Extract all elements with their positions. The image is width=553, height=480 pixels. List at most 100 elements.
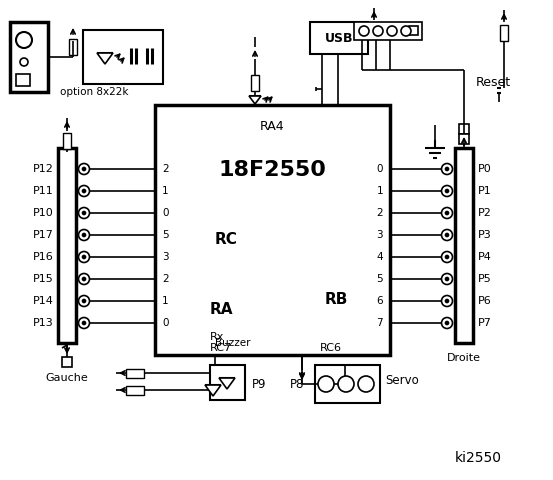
Bar — [10, 22, 48, 92]
Text: 7: 7 — [377, 318, 383, 328]
Polygon shape — [205, 385, 221, 396]
Circle shape — [79, 296, 90, 307]
Text: Droite: Droite — [447, 353, 481, 363]
Text: 1: 1 — [162, 186, 169, 196]
Polygon shape — [219, 378, 235, 389]
Text: 2: 2 — [377, 208, 383, 218]
Circle shape — [82, 212, 86, 215]
Circle shape — [82, 190, 86, 192]
Circle shape — [82, 255, 86, 259]
Circle shape — [79, 252, 90, 263]
Text: 3: 3 — [162, 252, 169, 262]
Bar — [459, 124, 469, 134]
Text: 5: 5 — [162, 230, 169, 240]
Polygon shape — [97, 53, 113, 64]
Circle shape — [79, 274, 90, 285]
Circle shape — [16, 32, 32, 48]
Circle shape — [446, 190, 448, 192]
Bar — [62, 357, 72, 367]
Bar — [455, 148, 473, 343]
Text: P17: P17 — [33, 230, 54, 240]
Text: Buzzer: Buzzer — [215, 338, 251, 348]
Text: Servo: Servo — [385, 374, 419, 387]
Text: P10: P10 — [33, 208, 54, 218]
Bar — [126, 386, 144, 395]
Text: USB: USB — [325, 32, 353, 45]
Text: P11: P11 — [33, 186, 54, 196]
Text: P14: P14 — [33, 296, 54, 306]
Circle shape — [446, 168, 448, 170]
Text: 0: 0 — [377, 164, 383, 174]
Circle shape — [446, 300, 448, 302]
Text: P12: P12 — [33, 164, 54, 174]
Circle shape — [79, 207, 90, 218]
Text: P6: P6 — [478, 296, 492, 306]
Text: ki2550: ki2550 — [455, 451, 502, 465]
Circle shape — [446, 212, 448, 215]
Text: option 8x22k: option 8x22k — [60, 87, 128, 97]
Circle shape — [446, 233, 448, 237]
Text: Gauche: Gauche — [46, 373, 88, 383]
Bar — [354, 22, 422, 40]
Circle shape — [441, 185, 452, 196]
Circle shape — [446, 255, 448, 259]
Text: RA: RA — [210, 302, 233, 317]
Polygon shape — [249, 96, 261, 104]
Circle shape — [358, 376, 374, 392]
Circle shape — [446, 277, 448, 280]
Text: P3: P3 — [478, 230, 492, 240]
Circle shape — [79, 185, 90, 196]
Text: P1: P1 — [478, 186, 492, 196]
Bar — [409, 26, 418, 35]
Circle shape — [373, 26, 383, 36]
Bar — [310, 22, 368, 54]
Text: P7: P7 — [478, 318, 492, 328]
Text: 0: 0 — [162, 208, 169, 218]
Text: P13: P13 — [33, 318, 54, 328]
Circle shape — [338, 376, 354, 392]
Text: 18F2550: 18F2550 — [218, 160, 326, 180]
Circle shape — [20, 58, 28, 66]
Text: 1: 1 — [377, 186, 383, 196]
Text: 4: 4 — [377, 252, 383, 262]
Bar — [63, 133, 71, 149]
Text: 0: 0 — [162, 318, 169, 328]
Text: P0: P0 — [478, 164, 492, 174]
Circle shape — [82, 168, 86, 170]
Circle shape — [441, 252, 452, 263]
Bar — [16, 74, 30, 86]
Circle shape — [79, 229, 90, 240]
Bar — [315, 365, 380, 403]
Circle shape — [387, 26, 397, 36]
Circle shape — [79, 317, 90, 328]
Text: 5: 5 — [377, 274, 383, 284]
Text: RC6: RC6 — [320, 343, 342, 353]
Bar — [69, 39, 77, 55]
Circle shape — [82, 233, 86, 237]
Bar — [58, 148, 76, 343]
Circle shape — [441, 274, 452, 285]
Circle shape — [82, 322, 86, 324]
Text: P4: P4 — [478, 252, 492, 262]
Circle shape — [446, 322, 448, 324]
Bar — [459, 134, 469, 144]
Text: P8: P8 — [290, 379, 304, 392]
Text: 6: 6 — [377, 296, 383, 306]
Text: Reset: Reset — [476, 75, 511, 88]
Text: 2: 2 — [162, 164, 169, 174]
Circle shape — [401, 26, 411, 36]
Circle shape — [441, 317, 452, 328]
Circle shape — [318, 376, 334, 392]
Text: 3: 3 — [377, 230, 383, 240]
Text: 2: 2 — [162, 274, 169, 284]
Circle shape — [82, 277, 86, 280]
Circle shape — [441, 164, 452, 175]
Bar — [251, 75, 259, 91]
Text: RA4: RA4 — [260, 120, 285, 133]
Circle shape — [441, 296, 452, 307]
Bar — [155, 105, 390, 355]
Circle shape — [441, 207, 452, 218]
Circle shape — [79, 164, 90, 175]
Text: RC7: RC7 — [210, 343, 232, 353]
Circle shape — [359, 26, 369, 36]
